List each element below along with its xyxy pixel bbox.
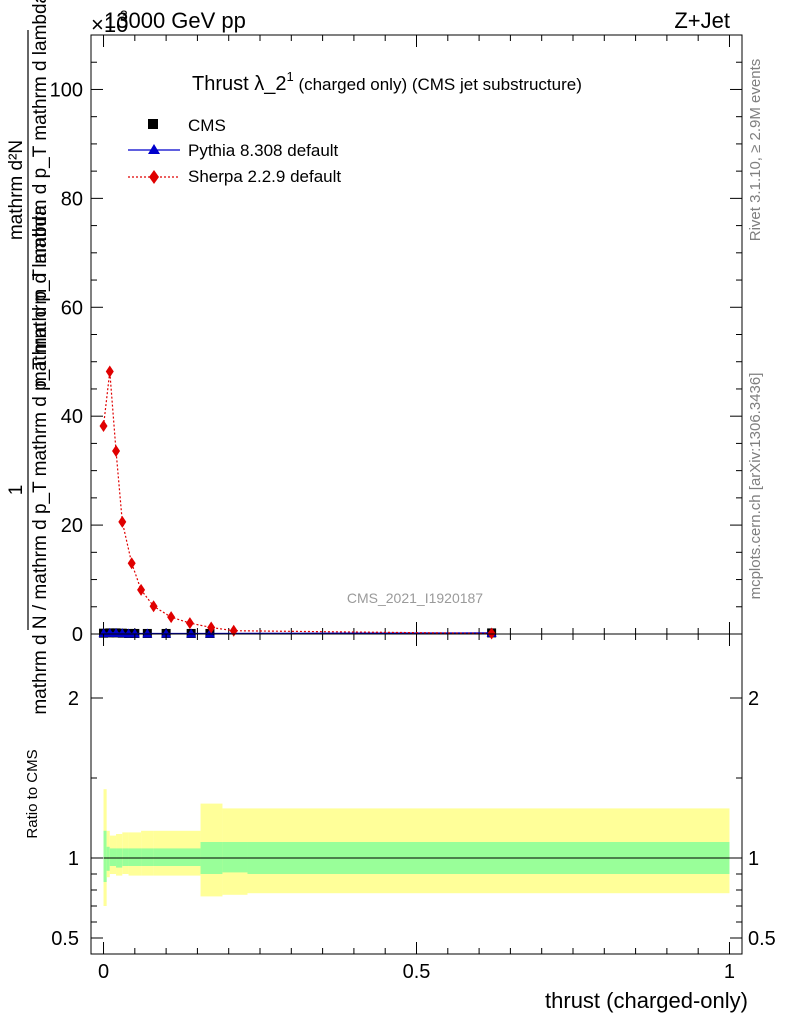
pythia-data-point	[129, 628, 140, 638]
sherpa-data-point	[137, 583, 146, 596]
ratio-ytick-label-right: 2	[748, 688, 759, 710]
legend-marker-pythia	[148, 144, 160, 154]
legend-marker-cms	[148, 119, 158, 129]
mcplots-label: mcplots.cern.ch [arXiv:1306.3436]	[747, 373, 764, 600]
pythia-data-point	[204, 628, 215, 638]
main-ytick-label: 100	[50, 79, 83, 101]
chart-title-sup: 1	[286, 69, 293, 84]
legend-label-sherpa: Sherpa 2.2.9 default	[188, 167, 341, 186]
ratio-ylabel: Ratio to CMS	[24, 749, 41, 838]
ratio-inner-band	[128, 848, 142, 866]
sherpa-data-point	[149, 600, 158, 613]
ylabel-denominator: mathrm d N / mathrm d p_T mathrm d p_T m…	[30, 205, 51, 715]
series-line-2	[102, 371, 492, 635]
main-panel: CMS_2021_I1920187 Thrust λ_21 (charged o…	[50, 34, 743, 646]
ratio-inner-band	[106, 846, 110, 871]
sherpa-data-point	[112, 445, 121, 458]
main-ytick-label: 40	[61, 406, 83, 428]
watermark: CMS_2021_I1920187	[347, 590, 483, 606]
sherpa-data-point	[99, 419, 108, 432]
process-label: Z+Jet	[674, 8, 730, 33]
pythia-data-point	[104, 627, 115, 637]
xtick-label: 0.5	[403, 961, 431, 983]
ratio-ytick-label-right: 0.5	[748, 928, 776, 950]
main-ytick-label: 60	[61, 297, 83, 319]
sherpa-data-point	[127, 557, 136, 570]
ylabel-top: mathrm d²N	[6, 140, 27, 240]
ratio-inner-band	[103, 830, 107, 882]
ratio-inner-band	[153, 848, 201, 866]
main-ylabel: mathrm d²N 1 mathrm d p_T mathrm d p_T m…	[6, 0, 51, 715]
sherpa-data-point	[118, 515, 127, 528]
legend: CMS Pythia 8.308 default Sherpa 2.2.9 de…	[128, 116, 341, 186]
sherpa-data-point	[185, 617, 194, 630]
chart-title-rest: (charged only) (CMS jet substructure)	[294, 75, 582, 94]
ratio-ytick-label-right: 1	[748, 848, 759, 870]
chart-title: Thrust λ_21 (charged only) (CMS jet subs…	[192, 69, 582, 95]
sherpa-data-point	[207, 621, 216, 634]
main-ytick-label: 20	[61, 515, 83, 537]
energy-label: 13000 GeV pp	[104, 8, 246, 33]
xtick-label: 1	[724, 961, 735, 983]
scale-label: ×10	[91, 12, 128, 37]
ratio-ytick-label: 2	[68, 688, 79, 710]
ratio-inner-band	[109, 848, 117, 866]
ratio-inner-band	[141, 848, 154, 866]
pythia-data-point	[117, 628, 128, 638]
ylabel-numerator: 1	[6, 485, 27, 496]
sherpa-data-point	[167, 611, 176, 624]
rivet-label: Rivet 3.1.10, ≥ 2.9M events	[747, 59, 764, 242]
xlabel: thrust (charged-only)	[545, 988, 748, 1013]
ratio-panel: 0.5 0.5 1 1 2 2 0 0.5 1 Ratio to CMS thrust (cha…	[24, 633, 776, 1013]
chart-title-main: Thrust λ_2	[192, 73, 286, 95]
main-ytick-label: 80	[61, 188, 83, 210]
pythia-data-point	[111, 627, 122, 637]
sherpa-data-point	[105, 365, 114, 378]
pythia-data-point	[123, 628, 134, 638]
pythia-data-point	[142, 628, 153, 638]
ratio-ytick-label: 1	[68, 848, 79, 870]
ratio-ytick-label: 0.5	[51, 928, 79, 950]
legend-marker-sherpa	[149, 170, 159, 184]
sherpa-data-point	[229, 624, 238, 637]
sherpa-data-point	[487, 627, 496, 640]
ratio-inner-band	[122, 848, 129, 866]
legend-label-cms: CMS	[188, 116, 226, 135]
pythia-data-point	[186, 628, 197, 638]
scale-exponent: 3	[120, 7, 128, 23]
ratio-frame	[90, 633, 743, 955]
legend-label-pythia: Pythia 8.308 default	[188, 141, 339, 160]
main-ytick-label: 0	[72, 624, 83, 646]
ratio-inner-band	[222, 842, 248, 873]
xtick-label: 0	[98, 961, 109, 983]
ylabel-mid: mathrm d p_T mathrm d p_T mathrm d lambd…	[30, 0, 51, 387]
pythia-data-point	[161, 628, 172, 638]
